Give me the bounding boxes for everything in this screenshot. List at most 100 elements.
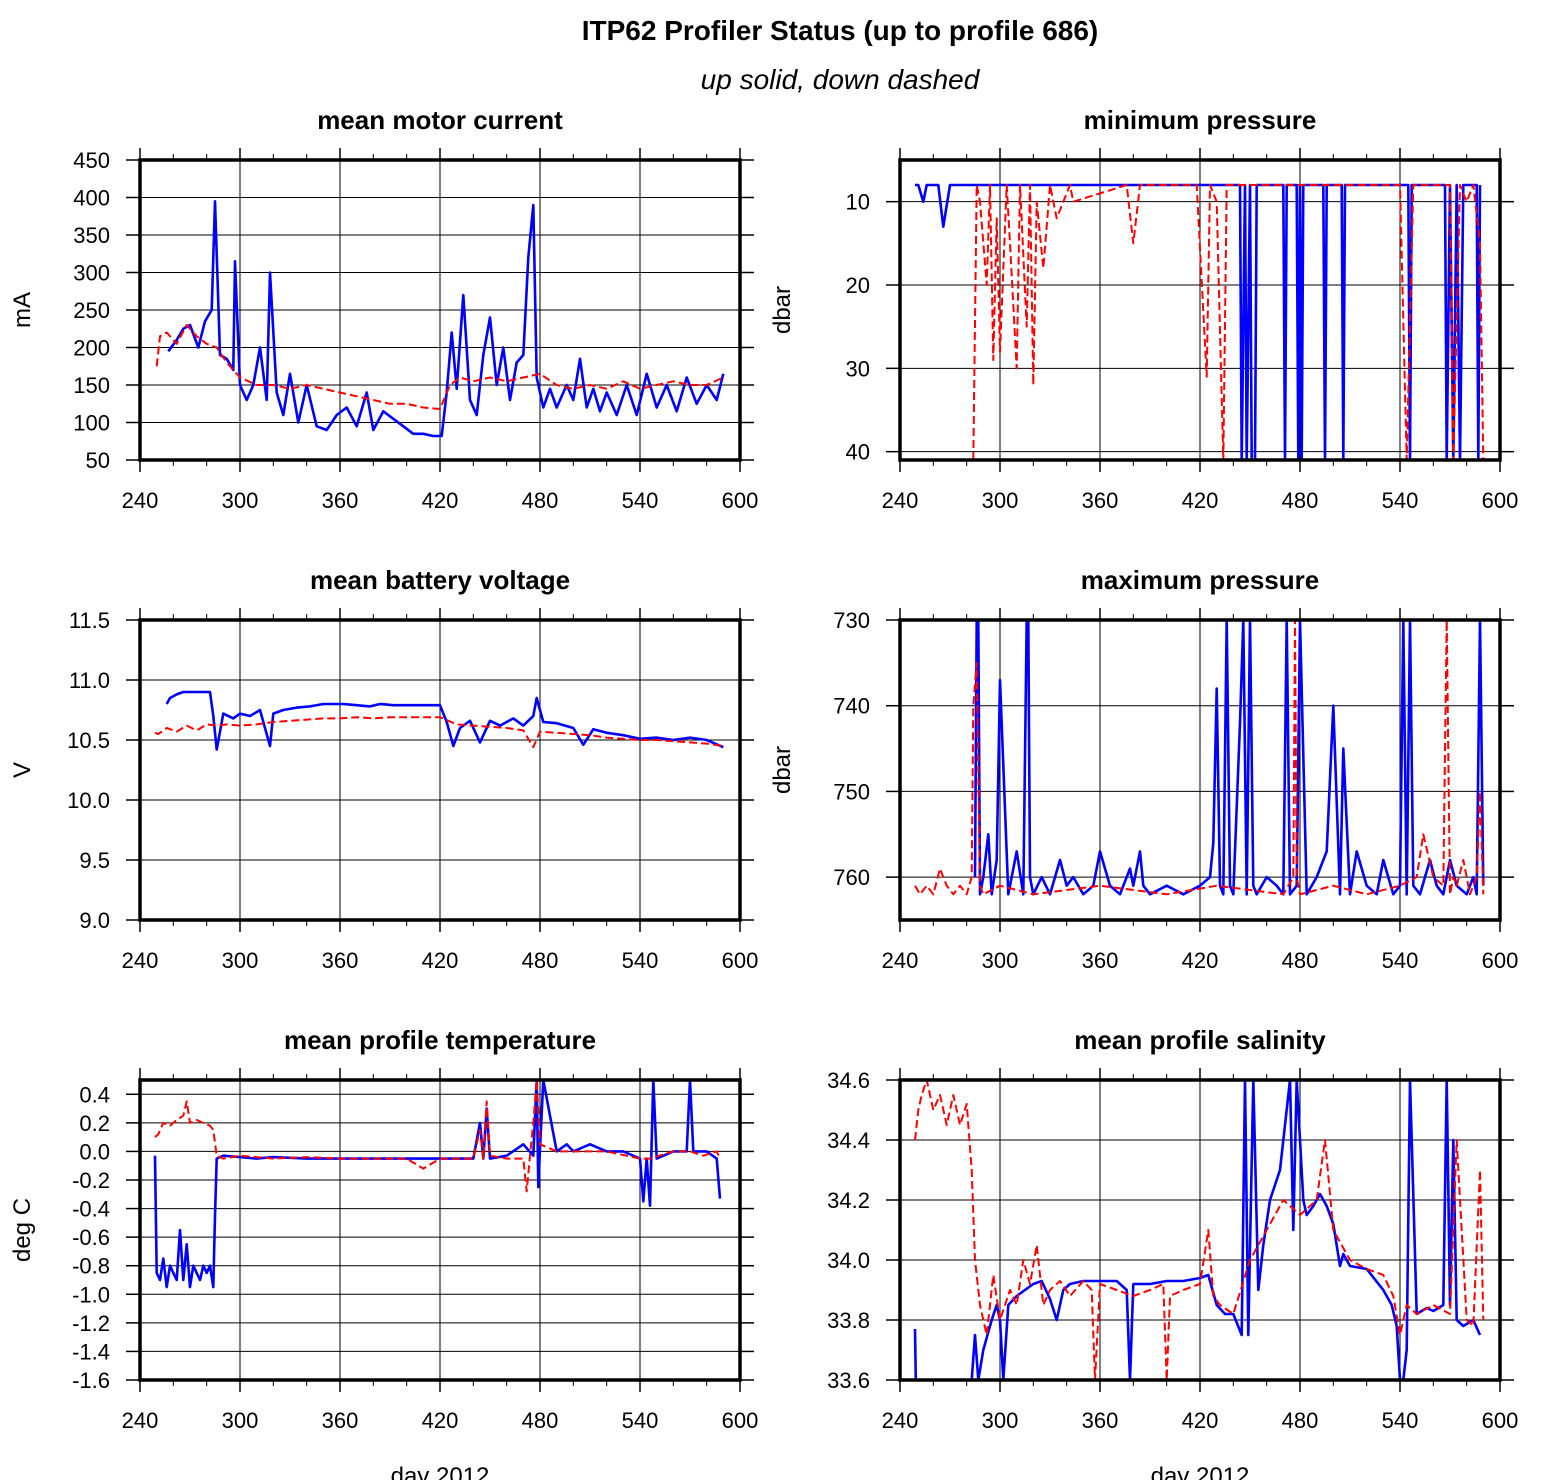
series-down-line	[154, 1080, 721, 1193]
y-tick-label: 20	[846, 273, 870, 298]
panel-6: mean profile salinity 240 300 360 420 480 540 6…	[827, 1025, 1518, 1480]
y-tick-label: 30	[846, 356, 870, 381]
y-tick-label: 450	[73, 148, 110, 173]
x-tick-label: 360	[1082, 488, 1119, 513]
x-tick-label: 540	[1382, 488, 1419, 513]
y-tick-label: 750	[833, 779, 870, 804]
x-tick-label: 600	[722, 948, 759, 973]
plot-frame	[898, 1078, 1502, 1382]
y-axis-label: dbar	[769, 286, 796, 334]
y-tick-label: -0.4	[72, 1197, 110, 1222]
x-tick-label: 600	[1482, 488, 1519, 513]
y-tick-label: 100	[73, 411, 110, 436]
y-axis-label: dbar	[769, 746, 796, 794]
y-tick-label: -1.2	[72, 1311, 110, 1336]
y-tick-label: -1.6	[72, 1368, 110, 1393]
y-tick-label: 11.5	[69, 608, 110, 633]
plot-frame	[898, 158, 1502, 462]
x-tick-label: 300	[222, 948, 259, 973]
x-tick-label: 600	[1482, 948, 1519, 973]
x-tick-label: 480	[1282, 488, 1319, 513]
y-axis-label: V	[9, 762, 36, 778]
x-tick-label: 480	[1282, 1408, 1319, 1433]
panel-title: mean profile salinity	[1074, 1025, 1326, 1055]
y-tick-label: 200	[73, 336, 110, 361]
x-tick-label: 300	[982, 1408, 1019, 1433]
x-tick-label: 240	[122, 488, 159, 513]
y-tick-label: 11.0	[69, 668, 110, 693]
y-tick-label: 250	[73, 298, 110, 323]
x-tick-label: 480	[522, 948, 559, 973]
x-tick-label: 540	[622, 948, 659, 973]
y-tick-label: -0.6	[72, 1225, 110, 1250]
y-tick-label: 0.4	[79, 1082, 110, 1107]
x-tick-label: 420	[422, 488, 459, 513]
y-tick-label: 0.0	[79, 1139, 110, 1164]
figure-title: ITP62 Profiler Status (up to profile 686…	[582, 15, 1099, 46]
y-tick-label: 350	[73, 223, 110, 248]
y-tick-label: 760	[833, 865, 870, 890]
y-tick-label: 150	[73, 373, 110, 398]
y-tick-label: 34.6	[827, 1068, 870, 1093]
panel-title: maximum pressure	[1081, 565, 1319, 595]
y-tick-label: 34.0	[827, 1248, 870, 1273]
series-up-line	[913, 1080, 1482, 1380]
x-tick-label: 300	[222, 488, 259, 513]
y-tick-label: 730	[833, 608, 870, 633]
x-tick-label: 420	[1182, 948, 1219, 973]
x-tick-label: 600	[722, 488, 759, 513]
panel-1: mean motor current 240 300 360 420 480 540 600 5…	[9, 105, 758, 513]
y-tick-label: 40	[846, 440, 870, 465]
y-tick-label: -1.4	[72, 1339, 110, 1364]
y-tick-label: -0.8	[72, 1254, 110, 1279]
y-tick-label: 400	[73, 186, 110, 211]
y-tick-label: 0.2	[79, 1111, 110, 1136]
x-tick-label: 300	[222, 1408, 259, 1433]
x-tick-label: 480	[1282, 948, 1319, 973]
y-tick-label: 9.5	[79, 848, 110, 873]
x-tick-label: 540	[622, 488, 659, 513]
y-tick-label: -1.0	[72, 1282, 110, 1307]
x-tick-label: 360	[1082, 1408, 1119, 1433]
x-tick-label: 480	[522, 1408, 559, 1433]
x-tick-label: 600	[722, 1408, 759, 1433]
x-tick-label: 360	[1082, 948, 1119, 973]
y-tick-label: 10.0	[67, 788, 110, 813]
plot-frame	[138, 618, 742, 922]
panel-title: mean battery voltage	[310, 565, 570, 595]
x-tick-label: 480	[522, 488, 559, 513]
panel-3: mean battery voltage 240 300 360 420 480 540 60…	[9, 565, 758, 973]
x-tick-label: 540	[1382, 948, 1419, 973]
y-tick-label: 34.2	[827, 1188, 870, 1213]
x-tick-label: 360	[322, 948, 359, 973]
x-tick-label: 240	[882, 1408, 919, 1433]
panel-5: mean profile temperature 240 300 360 420 480 5…	[9, 1025, 758, 1480]
y-tick-label: -0.2	[72, 1168, 110, 1193]
y-tick-label: 33.8	[827, 1308, 870, 1333]
y-axis-label: deg C	[9, 1198, 36, 1262]
x-tick-label: 420	[1182, 488, 1219, 513]
series-down-line	[914, 1080, 1485, 1380]
plot-frame	[138, 1078, 742, 1382]
y-tick-label: 740	[833, 694, 870, 719]
panel-4: maximum pressure 240 300 360 420 480 540 600 730…	[769, 565, 1518, 973]
panel-title: minimum pressure	[1084, 105, 1317, 135]
series-down-line	[155, 324, 724, 410]
x-axis-label: day 2012	[1151, 1463, 1250, 1480]
series-down-line	[154, 716, 724, 749]
y-tick-label: 34.4	[827, 1128, 870, 1153]
x-tick-label: 240	[882, 948, 919, 973]
x-tick-label: 360	[322, 1408, 359, 1433]
y-tick-label: 10.5	[67, 728, 110, 753]
x-tick-label: 300	[982, 488, 1019, 513]
x-axis-label: day 2012	[391, 1463, 490, 1480]
x-tick-label: 240	[882, 488, 919, 513]
panels: mean motor current 240 300 360 420 480 540 600 5…	[9, 105, 1518, 1480]
series-down-line	[914, 620, 1485, 896]
y-tick-label: 33.6	[827, 1368, 870, 1393]
x-tick-label: 420	[422, 1408, 459, 1433]
series-up-line	[973, 620, 1485, 896]
plot-frame	[138, 158, 742, 462]
x-tick-label: 600	[1482, 1408, 1519, 1433]
